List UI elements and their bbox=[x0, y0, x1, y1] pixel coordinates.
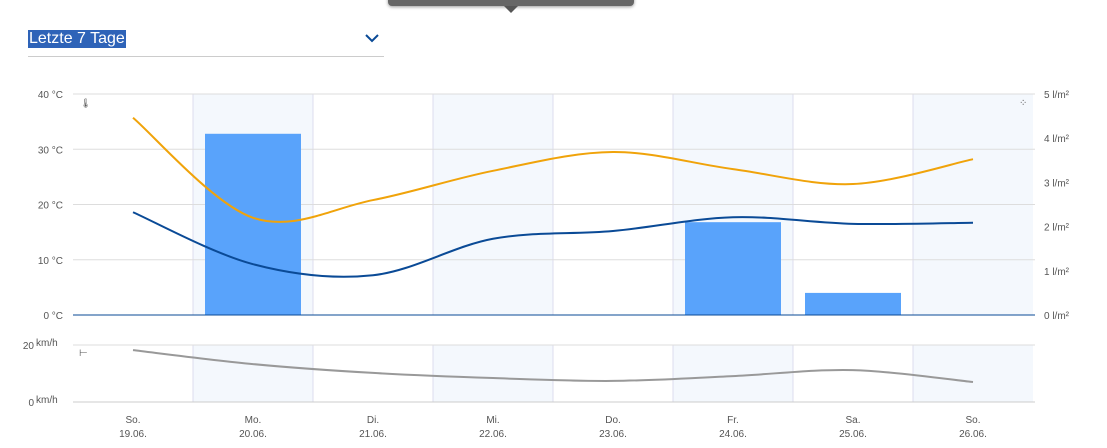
y-right-tick: 4 l/m² bbox=[1044, 134, 1070, 145]
wind-tick: 0 bbox=[28, 398, 34, 409]
y-left-tick: 10 °C bbox=[38, 256, 63, 267]
precip-bar bbox=[685, 222, 781, 315]
chevron-down-icon[interactable] bbox=[364, 32, 380, 44]
x-date-label: 24.06. bbox=[719, 429, 747, 440]
x-date-label: 19.06. bbox=[119, 429, 147, 440]
day-band bbox=[913, 345, 1033, 402]
x-date-label: 23.06. bbox=[599, 429, 627, 440]
x-date-label: 21.06. bbox=[359, 429, 387, 440]
x-day-label: Fr. bbox=[727, 415, 739, 426]
x-day-label: Mi. bbox=[486, 415, 499, 426]
raindrops-icon: ⁘ bbox=[1019, 98, 1027, 109]
period-select-value: Letzte 7 Tage bbox=[28, 30, 126, 48]
x-day-label: Sa. bbox=[845, 415, 860, 426]
y-right-tick: 5 l/m² bbox=[1044, 90, 1070, 101]
wind-tick: 20 bbox=[23, 341, 35, 352]
day-band bbox=[433, 345, 553, 402]
x-date-label: 20.06. bbox=[239, 429, 267, 440]
y-left-tick: 20 °C bbox=[38, 201, 63, 212]
max-temp-line bbox=[132, 116, 974, 223]
y-right-tick: 1 l/m² bbox=[1044, 267, 1070, 278]
x-day-label: So. bbox=[125, 415, 140, 426]
y-right-tick: 3 l/m² bbox=[1044, 178, 1070, 189]
y-right-tick: 2 l/m² bbox=[1044, 223, 1070, 234]
wind-icon: ⊢ bbox=[79, 348, 88, 359]
min-temp-line bbox=[132, 211, 974, 278]
x-date-label: 22.06. bbox=[479, 429, 507, 440]
x-day-label: Do. bbox=[605, 415, 621, 426]
x-day-label: Mo. bbox=[245, 415, 262, 426]
y-left-tick: 0 °C bbox=[43, 311, 63, 322]
y-left-tick: 30 °C bbox=[38, 145, 63, 156]
precip-bar bbox=[805, 292, 901, 315]
y-right-tick: 0 l/m² bbox=[1044, 311, 1070, 322]
tooltip bbox=[388, 0, 634, 13]
precip-bar bbox=[205, 133, 301, 315]
y-left-tick: 40 °C bbox=[38, 90, 63, 101]
period-select[interactable]: Letzte 7 Tage bbox=[28, 28, 384, 57]
x-day-label: So. bbox=[965, 415, 980, 426]
x-day-label: Di. bbox=[367, 415, 379, 426]
wind-line bbox=[132, 349, 974, 384]
x-date-label: 26.06. bbox=[959, 429, 987, 440]
wind-unit: km/h bbox=[36, 395, 58, 406]
thermometer-icon: 🌡 bbox=[80, 98, 91, 108]
day-band bbox=[193, 345, 313, 402]
x-date-label: 25.06. bbox=[839, 429, 867, 440]
wind-unit: km/h bbox=[36, 338, 58, 349]
